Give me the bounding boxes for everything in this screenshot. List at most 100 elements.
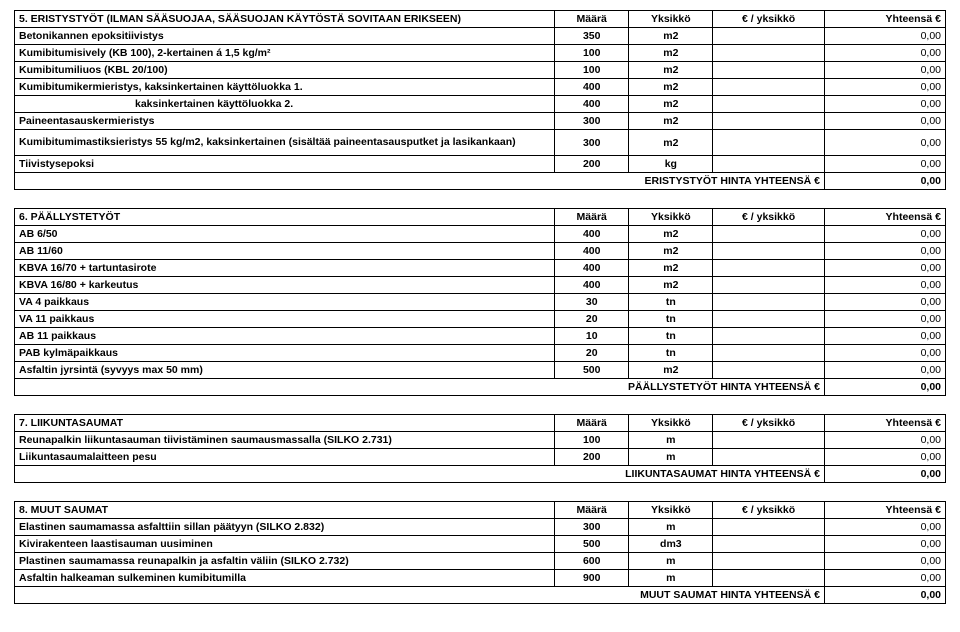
row-price: [713, 294, 825, 311]
row-label: VA 11 paikkaus: [15, 311, 555, 328]
row-total: 0,00: [824, 130, 945, 156]
col-header: Yksikkö: [629, 415, 713, 432]
row-price: [713, 156, 825, 173]
col-header: 8. MUUT SAUMAT: [15, 502, 555, 519]
col-header: Yhteensä €: [824, 209, 945, 226]
row-unit: m2: [629, 260, 713, 277]
row-price: [713, 362, 825, 379]
row-label: Paineentasauskermieristys: [15, 113, 555, 130]
row-total: 0,00: [824, 96, 945, 113]
row-label: Kivirakenteen laastisauman uusiminen: [15, 536, 555, 553]
row-price: [713, 311, 825, 328]
row-unit: m2: [629, 79, 713, 96]
row-total: 0,00: [824, 62, 945, 79]
table-row: VA 4 paikkaus30tn0,00: [15, 294, 946, 311]
row-unit: tn: [629, 328, 713, 345]
row-qty: 400: [554, 260, 628, 277]
row-qty: 20: [554, 345, 628, 362]
row-total: 0,00: [824, 362, 945, 379]
section-total-label: PÄÄLLYSTETYÖT HINTA YHTEENSÄ €: [15, 379, 825, 396]
row-qty: 900: [554, 570, 628, 587]
table-row: Asfaltin jyrsintä (syvyys max 50 mm)500m…: [15, 362, 946, 379]
row-unit: m2: [629, 45, 713, 62]
row-unit: m: [629, 570, 713, 587]
row-price: [713, 28, 825, 45]
row-label: Kumibitumisively (KB 100), 2-kertainen á…: [15, 45, 555, 62]
row-qty: 500: [554, 536, 628, 553]
row-total: 0,00: [824, 536, 945, 553]
row-price: [713, 96, 825, 113]
row-label: VA 4 paikkaus: [15, 294, 555, 311]
row-label: Tiivistysepoksi: [15, 156, 555, 173]
section-table: 5. ERISTYSTYÖT (ILMAN SÄÄSUOJAA, SÄÄSUOJ…: [14, 10, 946, 190]
row-unit: tn: [629, 294, 713, 311]
row-total: 0,00: [824, 432, 945, 449]
table-row: Reunapalkin liikuntasauman tiivistäminen…: [15, 432, 946, 449]
row-qty: 400: [554, 277, 628, 294]
row-unit: m: [629, 519, 713, 536]
row-total: 0,00: [824, 345, 945, 362]
row-label: kaksinkertainen käyttöluokka 2.: [15, 96, 555, 113]
row-price: [713, 243, 825, 260]
table-row: KBVA 16/70 + tartuntasirote400m20,00: [15, 260, 946, 277]
row-label: AB 11/60: [15, 243, 555, 260]
col-header: € / yksikkö: [713, 209, 825, 226]
row-unit: tn: [629, 345, 713, 362]
row-unit: m: [629, 432, 713, 449]
section-total-value: 0,00: [824, 587, 945, 604]
row-unit: m: [629, 553, 713, 570]
section-table: 7. LIIKUNTASAUMATMääräYksikkö€ / yksikkö…: [14, 414, 946, 483]
row-unit: m2: [629, 243, 713, 260]
row-qty: 100: [554, 62, 628, 79]
row-label: Betonikannen epoksitiivistys: [15, 28, 555, 45]
row-total: 0,00: [824, 45, 945, 62]
col-header: € / yksikkö: [713, 11, 825, 28]
table-row: Kumibitumiliuos (KBL 20/100)100m20,00: [15, 62, 946, 79]
row-unit: m2: [629, 362, 713, 379]
col-header: Määrä: [554, 209, 628, 226]
table-row: Kumibitumimastiksieristys 55 kg/m2, kaks…: [15, 130, 946, 156]
table-row: Kivirakenteen laastisauman uusiminen500d…: [15, 536, 946, 553]
row-unit: m2: [629, 113, 713, 130]
row-label: KBVA 16/80 + karkeutus: [15, 277, 555, 294]
table-row: Betonikannen epoksitiivistys350m20,00: [15, 28, 946, 45]
table-row: Liikuntasaumalaitteen pesu200m0,00: [15, 449, 946, 466]
row-label: Kumibitumiliuos (KBL 20/100): [15, 62, 555, 79]
row-price: [713, 260, 825, 277]
table-row: Tiivistysepoksi200kg0,00: [15, 156, 946, 173]
row-total: 0,00: [824, 79, 945, 96]
row-unit: m2: [629, 226, 713, 243]
table-row: Elastinen saumamassa asfalttiin sillan p…: [15, 519, 946, 536]
row-price: [713, 449, 825, 466]
row-qty: 500: [554, 362, 628, 379]
row-label: Reunapalkin liikuntasauman tiivistäminen…: [15, 432, 555, 449]
row-total: 0,00: [824, 226, 945, 243]
col-header: Määrä: [554, 415, 628, 432]
row-total: 0,00: [824, 311, 945, 328]
row-label: Asfaltin halkeaman sulkeminen kumibitumi…: [15, 570, 555, 587]
col-header: Yhteensä €: [824, 502, 945, 519]
row-qty: 200: [554, 156, 628, 173]
section-total-value: 0,00: [824, 173, 945, 190]
table-row: VA 11 paikkaus20tn0,00: [15, 311, 946, 328]
table-row: Paineentasauskermieristys300m20,00: [15, 113, 946, 130]
row-price: [713, 519, 825, 536]
row-qty: 100: [554, 432, 628, 449]
row-price: [713, 79, 825, 96]
row-total: 0,00: [824, 449, 945, 466]
table-row: PAB kylmäpaikkaus20tn0,00: [15, 345, 946, 362]
row-qty: 400: [554, 226, 628, 243]
table-row: Asfaltin halkeaman sulkeminen kumibitumi…: [15, 570, 946, 587]
row-unit: m2: [629, 277, 713, 294]
table-row: AB 11/60400m20,00: [15, 243, 946, 260]
row-total: 0,00: [824, 260, 945, 277]
row-label: Kumibitumikermieristys, kaksinkertainen …: [15, 79, 555, 96]
table-row: AB 11 paikkaus10tn0,00: [15, 328, 946, 345]
section-total-value: 0,00: [824, 379, 945, 396]
col-header: Määrä: [554, 502, 628, 519]
col-header: Yhteensä €: [824, 11, 945, 28]
row-unit: tn: [629, 311, 713, 328]
row-total: 0,00: [824, 243, 945, 260]
table-row: kaksinkertainen käyttöluokka 2.400m20,00: [15, 96, 946, 113]
row-qty: 200: [554, 449, 628, 466]
